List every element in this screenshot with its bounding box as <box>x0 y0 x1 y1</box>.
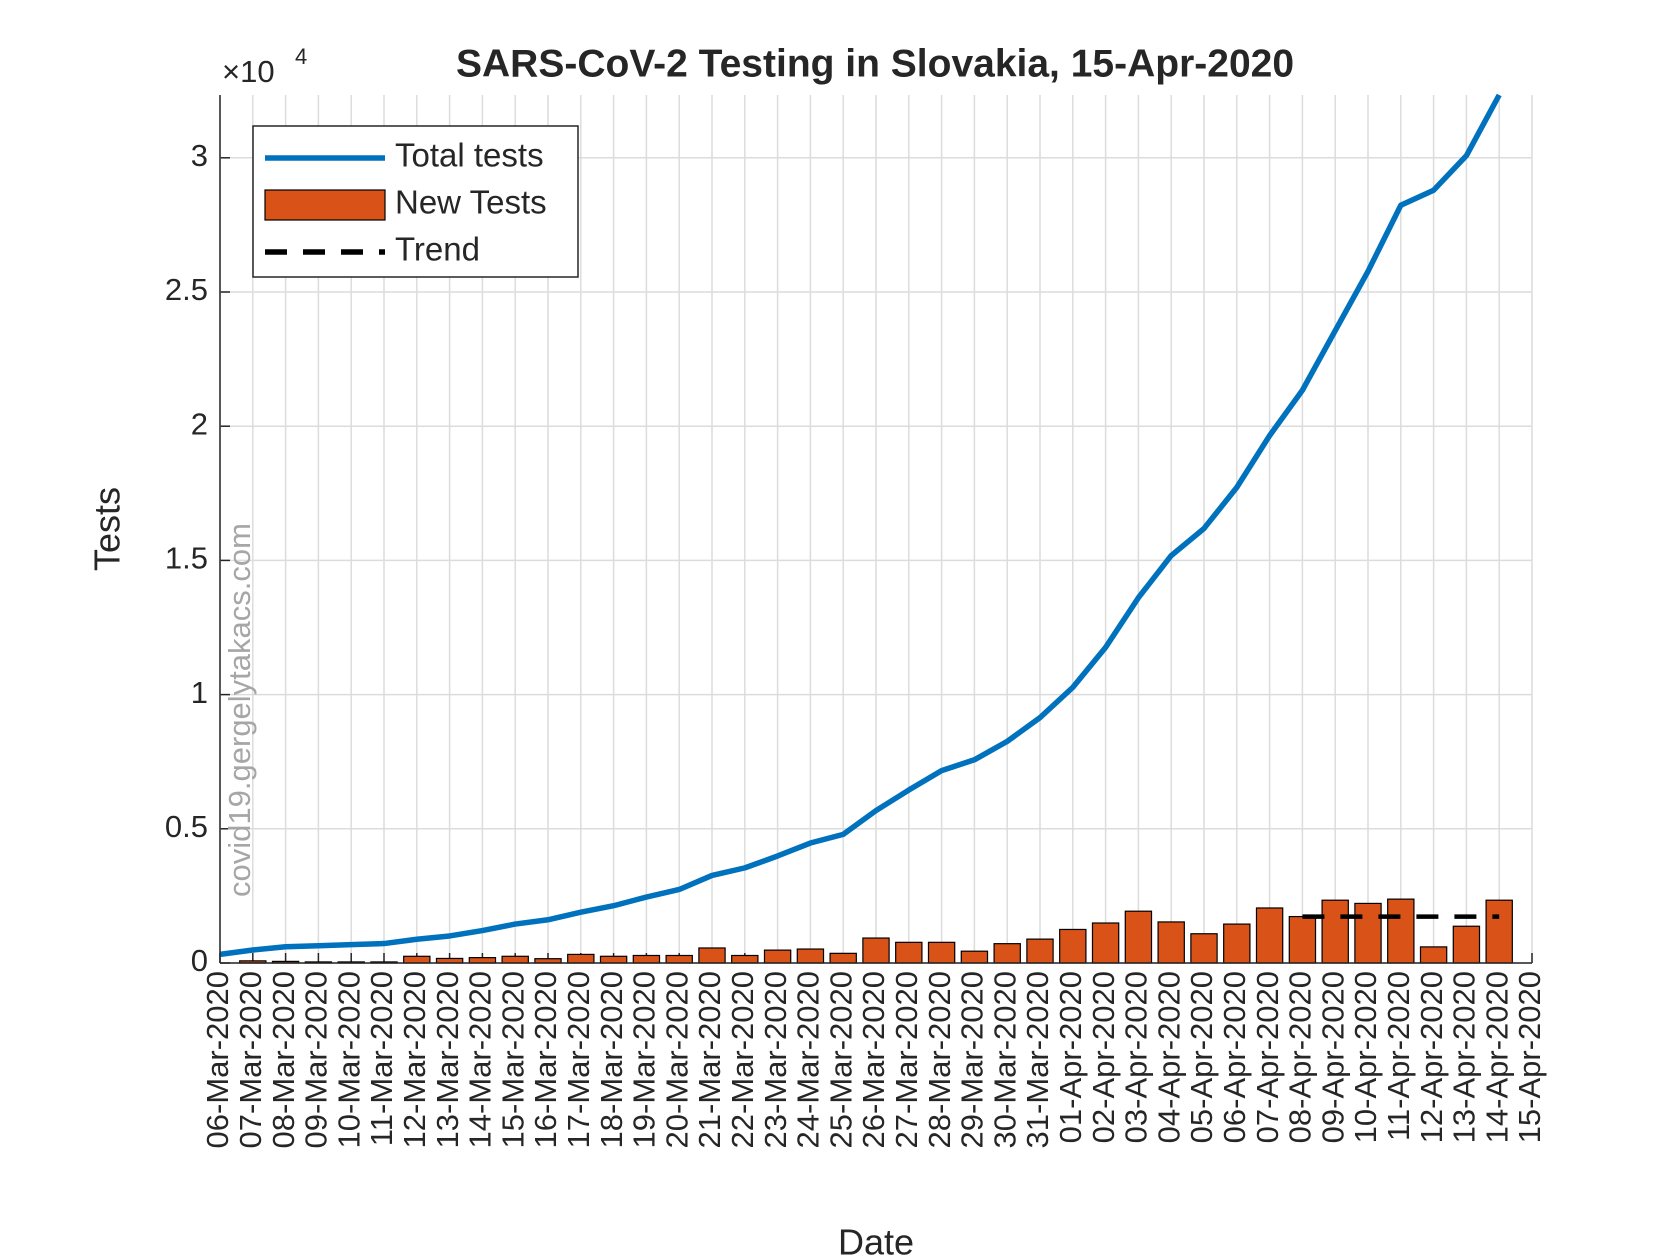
x-tick-label: 13-Mar-2020 <box>430 971 465 1148</box>
bar <box>829 952 857 964</box>
y-tick-label: 0 <box>191 943 208 978</box>
bar <box>468 957 497 964</box>
x-tick-label: 30-Mar-2020 <box>987 971 1022 1148</box>
bar <box>1419 946 1448 964</box>
x-tick-label: 06-Mar-2020 <box>200 971 235 1148</box>
bar <box>1288 915 1317 964</box>
x-tick-label: 29-Mar-2020 <box>955 971 990 1148</box>
bar <box>1091 922 1120 964</box>
x-tick-label: 04-Apr-2020 <box>1151 971 1186 1143</box>
x-tick-label: 31-Mar-2020 <box>1020 971 1055 1148</box>
bar <box>567 953 595 964</box>
x-tick-label: 15-Apr-2020 <box>1512 971 1547 1143</box>
x-tick-label: 02-Apr-2020 <box>1086 971 1121 1143</box>
bar <box>1157 921 1185 964</box>
x-tick-label: 13-Apr-2020 <box>1447 971 1482 1143</box>
bar <box>862 937 890 964</box>
x-tick-label: 14-Apr-2020 <box>1479 971 1514 1143</box>
bar <box>632 954 661 964</box>
bar <box>1223 923 1251 964</box>
x-tick-label: 07-Mar-2020 <box>233 971 268 1148</box>
y-tick-label: 0.5 <box>165 809 208 844</box>
bar <box>993 943 1021 964</box>
x-tick-label: 18-Mar-2020 <box>594 971 629 1148</box>
y-exponent-base: ×10 <box>222 54 275 89</box>
bar <box>1321 899 1349 964</box>
bar <box>1485 899 1513 964</box>
y-exponent-power: 4 <box>295 44 307 69</box>
x-tick-label: 11-Mar-2020 <box>364 971 399 1146</box>
x-tick-label: 08-Mar-2020 <box>266 971 301 1148</box>
y-tick-label: 1 <box>191 675 208 710</box>
bar <box>1190 933 1218 964</box>
x-tick-label: 09-Mar-2020 <box>299 971 334 1148</box>
x-tick-label: 14-Mar-2020 <box>463 971 498 1148</box>
x-tick-label: 25-Mar-2020 <box>823 971 858 1148</box>
x-tick-label: 01-Apr-2020 <box>1053 971 1088 1143</box>
bar <box>1026 938 1054 964</box>
watermark: covid19.gergelytakacs.com <box>222 523 257 897</box>
y-axis-label: Tests <box>87 487 128 571</box>
bar <box>1452 925 1481 964</box>
bar <box>403 955 431 964</box>
x-tick-label: 05-Apr-2020 <box>1184 971 1219 1143</box>
x-tick-label: 03-Apr-2020 <box>1119 971 1154 1143</box>
x-tick-label: 12-Apr-2020 <box>1414 971 1449 1143</box>
bar <box>731 954 759 964</box>
bar <box>1255 907 1284 964</box>
bar <box>960 950 989 964</box>
x-axis-label: Date <box>838 1222 914 1260</box>
bar <box>501 955 529 964</box>
x-tick-label: 07-Apr-2020 <box>1250 971 1285 1143</box>
bar <box>895 941 923 964</box>
bar <box>599 955 628 964</box>
x-tick-label: 20-Mar-2020 <box>659 971 694 1148</box>
x-tick-label: 27-Mar-2020 <box>889 971 924 1148</box>
bar <box>1387 898 1415 964</box>
legend-label: Total tests <box>395 137 544 174</box>
x-tick-label: 19-Mar-2020 <box>627 971 662 1148</box>
y-tick-label: 3 <box>191 138 208 173</box>
chart-title: SARS-CoV-2 Testing in Slovakia, 15-Apr-2… <box>456 42 1294 85</box>
legend-label: New Tests <box>395 184 547 221</box>
x-tick-label: 06-Apr-2020 <box>1217 971 1252 1143</box>
x-tick-label: 21-Mar-2020 <box>692 971 727 1148</box>
bar <box>698 947 726 964</box>
x-tick-label: 22-Mar-2020 <box>725 971 760 1148</box>
line <box>219 93 1502 958</box>
x-tick-label: 24-Mar-2020 <box>791 971 826 1148</box>
bar <box>1124 910 1153 964</box>
x-tick-label: 11-Apr-2020 <box>1381 971 1416 1141</box>
y-tick-label: 2 <box>191 406 208 441</box>
x-tick-label: 12-Mar-2020 <box>397 971 432 1148</box>
bar <box>796 948 825 964</box>
x-tick-label: 28-Mar-2020 <box>922 971 957 1148</box>
x-tick-label: 17-Mar-2020 <box>561 971 596 1148</box>
x-tick-label: 26-Mar-2020 <box>856 971 891 1148</box>
x-tick-label: 08-Apr-2020 <box>1283 971 1318 1143</box>
bar <box>1059 928 1087 964</box>
y-tick-label: 2.5 <box>165 272 208 307</box>
x-tick-label: 09-Apr-2020 <box>1315 971 1350 1143</box>
legend-swatch <box>264 189 386 221</box>
bar <box>763 949 792 964</box>
bar <box>665 954 693 964</box>
x-tick-label: 23-Mar-2020 <box>758 971 793 1148</box>
bar <box>1354 902 1382 964</box>
x-tick-label: 15-Mar-2020 <box>495 971 530 1148</box>
x-tick-label: 10-Apr-2020 <box>1348 971 1383 1143</box>
x-tick-label: 16-Mar-2020 <box>528 971 563 1148</box>
y-tick-label: 1.5 <box>165 541 208 576</box>
legend-label: Trend <box>395 231 480 268</box>
bar <box>927 941 956 964</box>
x-tick-label: 10-Mar-2020 <box>331 971 366 1148</box>
